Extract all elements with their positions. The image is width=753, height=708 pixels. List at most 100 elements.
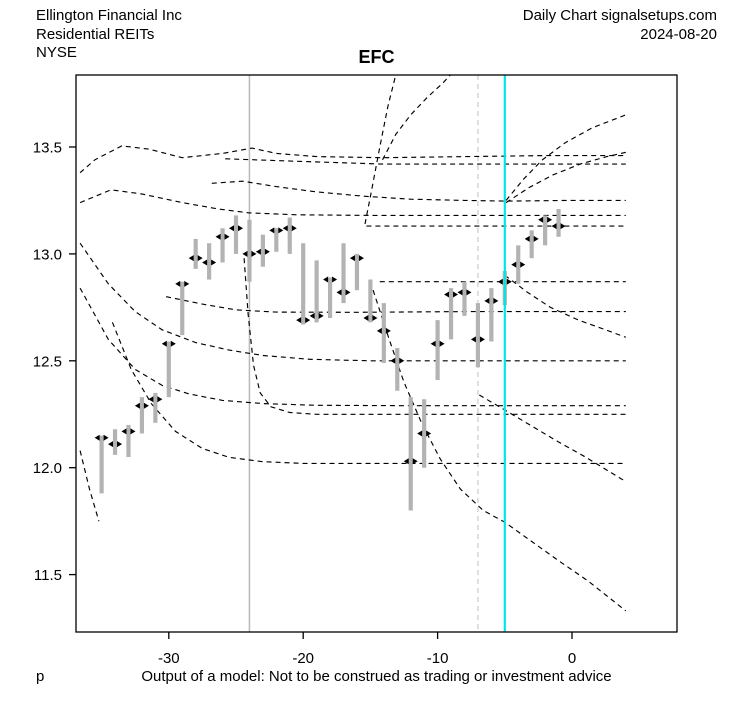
bar-left-marker [349, 255, 355, 262]
bar-right-marker [426, 430, 432, 437]
y-tick-label: 13.5 [33, 140, 62, 157]
exchange-name: NYSE [36, 44, 77, 61]
bar-right-marker [560, 223, 566, 230]
bar-right-marker [479, 336, 485, 343]
bar-left-marker [148, 396, 154, 403]
bar-right-marker [318, 312, 324, 319]
x-tick-label: -10 [427, 650, 449, 667]
x-tick-label: -20 [292, 650, 314, 667]
plot-area [79, 75, 627, 632]
header-left: Ellington Financial Inc Residential REIT… [36, 7, 182, 63]
bar-left-marker [470, 336, 476, 343]
bar-right-marker [453, 291, 459, 298]
model-curve-steep-up-1 [364, 75, 397, 225]
bar-left-marker [202, 259, 208, 266]
bar-left-marker [229, 225, 234, 232]
model-curve-line-1273 [165, 296, 626, 313]
page-title: EFC [358, 47, 395, 67]
bar-right-marker [345, 289, 351, 296]
bar-right-marker [332, 276, 338, 283]
bar-left-marker [94, 434, 100, 441]
model-curve-diag-mid [479, 394, 627, 483]
bar-right-marker [251, 250, 257, 257]
header-right: Daily Chart signalsetups.com 2024-08-20 [523, 7, 717, 44]
bar-right-marker [103, 434, 109, 441]
bar-right-marker [506, 278, 512, 285]
bar-right-marker [238, 225, 243, 232]
bar-right-marker [143, 402, 149, 409]
bar-right-marker [211, 259, 217, 266]
bar-left-marker [323, 276, 329, 283]
model-curve-left-bottom-seg [79, 450, 100, 522]
bar-left-marker [269, 227, 275, 234]
bar-left-marker [497, 278, 503, 285]
company-name: Ellington Financial Inc [36, 7, 182, 24]
bar-left-marker [134, 402, 140, 409]
model-curve-diag-long [372, 290, 627, 612]
bar-right-marker [439, 340, 445, 347]
bar-right-marker [493, 297, 499, 304]
model-curve-decay-1250 [79, 242, 626, 362]
industry-name: Residential REITs [36, 25, 155, 43]
bar-right-marker [291, 225, 297, 232]
bar-left-marker [255, 248, 261, 255]
bar-right-marker [385, 327, 391, 334]
bar-left-marker [242, 250, 248, 257]
bar-right-marker [197, 255, 203, 262]
model-curve-diag-small [504, 274, 627, 338]
disclaimer-text: Output of a model: Not to be construed a… [141, 668, 612, 685]
y-tick-label: 13.0 [33, 246, 62, 263]
bar-left-marker [296, 317, 302, 324]
model-curve-line-1318 [79, 189, 626, 216]
bar-right-marker [399, 357, 405, 364]
bar-left-marker [457, 289, 463, 296]
bar-left-marker [403, 458, 409, 465]
model-curve-decay-1202 [111, 322, 626, 464]
model-curve-branch-up-steep [505, 114, 627, 201]
bar-left-marker [376, 327, 382, 334]
footer-mark: p [36, 668, 45, 685]
model-curve-branch-up-gentle [505, 151, 626, 204]
bar-left-marker [282, 225, 288, 232]
bar-left-marker [390, 357, 396, 364]
bar-right-marker [170, 340, 176, 347]
bar-left-marker [538, 216, 544, 223]
bar-left-marker [363, 315, 369, 322]
chart-date: 2024-08-20 [640, 25, 717, 43]
model-curve-mid-line-1325 [211, 180, 626, 202]
model-curve-steep-up-2 [381, 75, 452, 161]
chart-type-label: Daily Chart signalsetups.com [522, 7, 717, 24]
bar-left-marker [484, 297, 490, 304]
bar-right-marker [224, 233, 230, 240]
model-curve-upper-wavy [79, 145, 626, 174]
model-curve-decay-1229 [79, 287, 626, 407]
bar-right-marker [412, 458, 418, 465]
bar-left-marker [121, 428, 127, 435]
bar-right-marker [264, 248, 270, 255]
x-tick-label: -30 [158, 650, 180, 667]
bar-left-marker [430, 340, 436, 347]
y-tick-label: 12.5 [33, 353, 62, 370]
bar-left-marker [215, 233, 221, 240]
bar-left-marker [524, 235, 530, 242]
bar-right-marker [547, 216, 553, 223]
bar-left-marker [108, 441, 114, 448]
y-tick-label: 12.0 [33, 460, 62, 477]
bar-right-marker [533, 235, 539, 242]
bar-right-marker [372, 315, 378, 322]
bar-right-marker [278, 227, 284, 234]
bar-right-marker [117, 441, 123, 448]
plot-border [75, 74, 678, 633]
bar-right-marker [130, 428, 136, 435]
x-tick-label: 0 [568, 650, 576, 667]
bar-right-marker [520, 261, 526, 268]
bar-right-marker [358, 255, 364, 262]
bar-right-marker [184, 280, 190, 287]
bar-left-marker [336, 289, 342, 296]
bar-left-marker [444, 291, 450, 298]
bar-left-marker [417, 430, 423, 437]
bar-left-marker [551, 223, 557, 230]
bar-left-marker [161, 340, 167, 347]
y-tick-label: 11.5 [34, 567, 62, 584]
